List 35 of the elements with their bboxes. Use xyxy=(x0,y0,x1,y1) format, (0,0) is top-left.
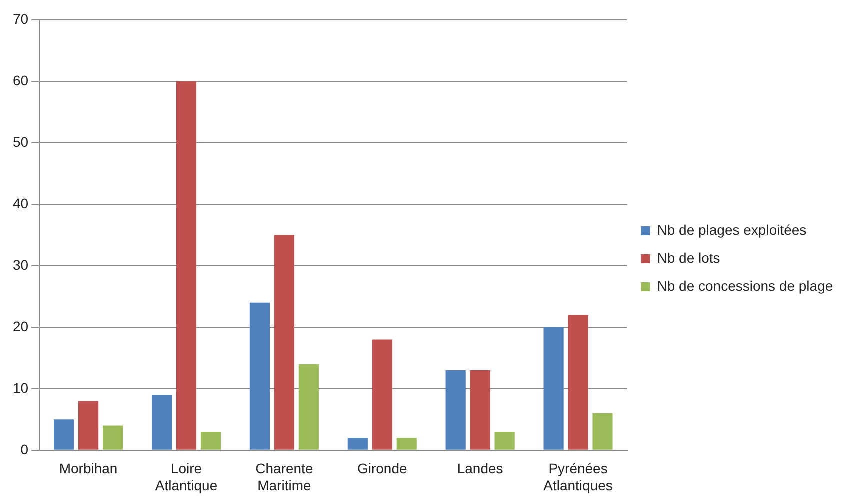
bar xyxy=(298,364,319,450)
y-tick-label: 30 xyxy=(12,256,29,273)
x-tick-label: Morbihan xyxy=(59,460,118,477)
y-tick-label: 50 xyxy=(12,134,29,150)
bar xyxy=(152,395,172,450)
y-tick-label: 0 xyxy=(20,441,29,458)
legend-label: Nb de plages exploitées xyxy=(657,222,807,238)
bar xyxy=(54,420,74,450)
x-tick-label: Landes xyxy=(457,460,504,477)
bar xyxy=(494,432,515,450)
x-tick-label: Gironde xyxy=(357,460,408,477)
x-tick-label: Loire Atlantique xyxy=(155,460,218,494)
x-tick-label: Charente Maritime xyxy=(256,460,314,494)
y-tick-label: 10 xyxy=(12,380,29,396)
bar xyxy=(274,235,294,450)
y-tick-label: 70 xyxy=(12,10,29,27)
bar xyxy=(568,315,588,450)
bar xyxy=(592,414,613,450)
bar xyxy=(396,438,417,450)
y-tick-label: 20 xyxy=(12,318,29,334)
y-tick-label: 60 xyxy=(12,72,29,88)
bar xyxy=(544,327,564,450)
bar xyxy=(348,438,368,450)
bar xyxy=(176,81,197,450)
bar xyxy=(446,370,466,450)
bar xyxy=(250,302,270,450)
bar xyxy=(372,340,392,450)
bar xyxy=(102,426,124,450)
x-tick-label: Pyrénées Atlantiques xyxy=(544,460,613,494)
legend-label: Nb de concessions de plage xyxy=(657,278,834,294)
bar xyxy=(200,432,222,450)
y-tick-label: 40 xyxy=(12,195,29,212)
bar xyxy=(78,401,99,450)
bar xyxy=(470,370,490,450)
legend-label: Nb de lots xyxy=(657,250,720,266)
